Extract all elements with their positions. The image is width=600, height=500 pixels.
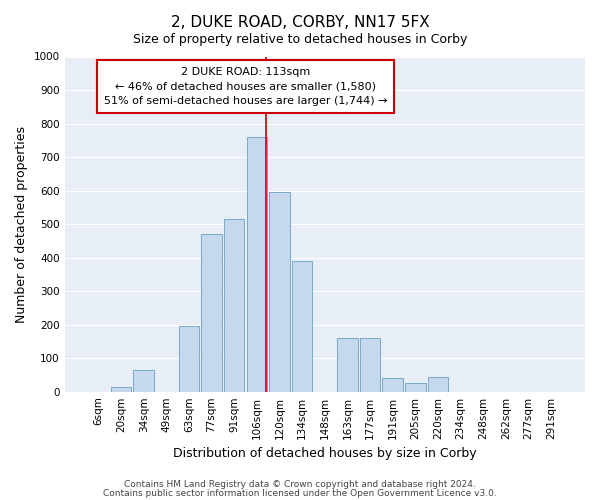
Bar <box>269 192 290 392</box>
Bar <box>179 326 199 392</box>
Bar <box>405 384 425 392</box>
Bar <box>247 137 267 392</box>
X-axis label: Distribution of detached houses by size in Corby: Distribution of detached houses by size … <box>173 447 476 460</box>
Bar <box>111 386 131 392</box>
Bar <box>202 234 222 392</box>
Y-axis label: Number of detached properties: Number of detached properties <box>15 126 28 322</box>
Text: 2 DUKE ROAD: 113sqm
← 46% of detached houses are smaller (1,580)
51% of semi-det: 2 DUKE ROAD: 113sqm ← 46% of detached ho… <box>104 66 387 106</box>
Bar <box>224 219 244 392</box>
Bar <box>133 370 154 392</box>
Text: Contains public sector information licensed under the Open Government Licence v3: Contains public sector information licen… <box>103 488 497 498</box>
Text: 2, DUKE ROAD, CORBY, NN17 5FX: 2, DUKE ROAD, CORBY, NN17 5FX <box>170 15 430 30</box>
Bar <box>360 338 380 392</box>
Bar <box>337 338 358 392</box>
Bar <box>292 261 313 392</box>
Text: Contains HM Land Registry data © Crown copyright and database right 2024.: Contains HM Land Registry data © Crown c… <box>124 480 476 489</box>
Text: Size of property relative to detached houses in Corby: Size of property relative to detached ho… <box>133 32 467 46</box>
Bar <box>428 376 448 392</box>
Bar <box>382 378 403 392</box>
